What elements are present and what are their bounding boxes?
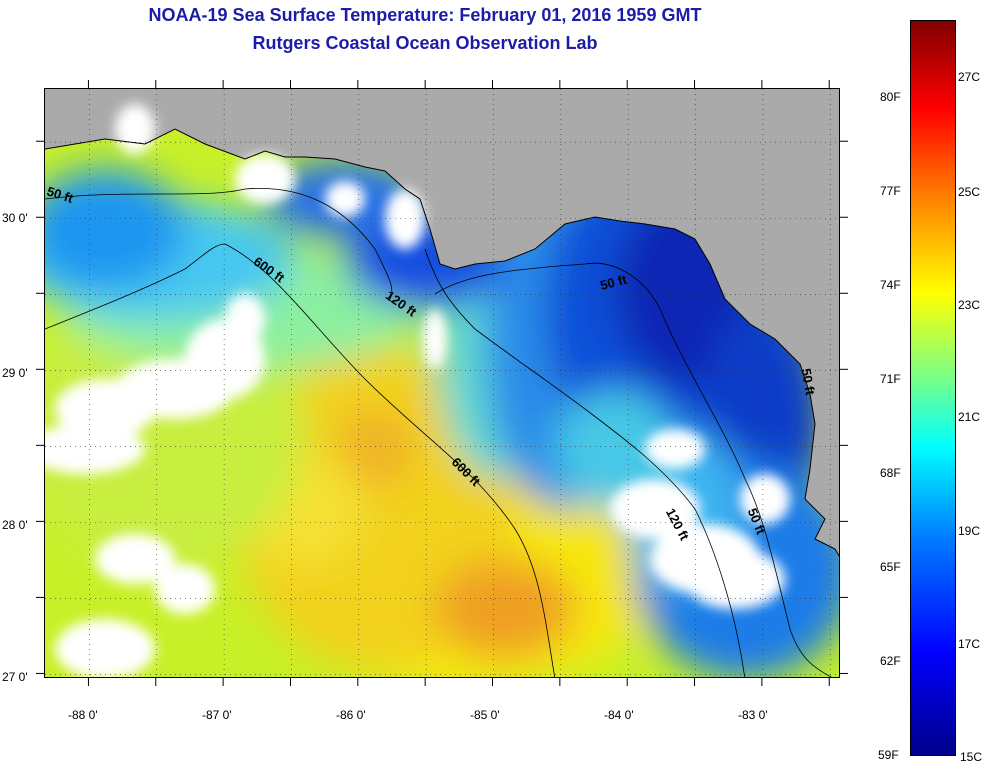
lon-label-86: -86 0' xyxy=(336,708,366,722)
map-subtitle: Rutgers Coastal Ocean Observation Lab xyxy=(252,33,598,53)
lon-label-88: -88 0' xyxy=(68,708,98,722)
contour-600ft xyxy=(45,243,556,677)
contour-label: 50 ft xyxy=(599,271,629,293)
cloud-cover xyxy=(45,104,790,677)
cb-f-59: 59F xyxy=(878,748,899,762)
lon-label-87: -87 0' xyxy=(202,708,232,722)
cb-f-77: 77F xyxy=(880,184,901,198)
contour-50ft-west xyxy=(45,187,393,300)
cb-c-21: 21C xyxy=(958,410,981,424)
coastline xyxy=(45,128,839,557)
lon-label-83: -83 0' xyxy=(738,708,768,722)
lat-label-27: 27 0' xyxy=(2,670,28,684)
colorbar-gradient xyxy=(911,21,955,755)
lon-label-84: -84 0' xyxy=(604,708,634,722)
lon-label-85: -85 0' xyxy=(470,708,500,722)
contour-120ft xyxy=(424,248,746,677)
cb-f-74: 74F xyxy=(880,278,901,292)
cb-f-68: 68F xyxy=(880,466,901,480)
graticule xyxy=(45,89,839,677)
contour-50ft-east xyxy=(434,262,833,677)
cb-c-25: 25C xyxy=(958,185,981,199)
cb-c-15: 15C xyxy=(960,750,983,764)
cb-c-27: 27C xyxy=(958,70,981,84)
contour-label: 50 ft xyxy=(799,367,819,397)
map-canvas: 50 ft 600 ft 120 ft 50 ft 600 ft 120 ft … xyxy=(45,89,839,677)
temperature-colorbar xyxy=(910,20,956,756)
lat-label-30: 30 0' xyxy=(2,211,28,225)
map-title: NOAA-19 Sea Surface Temperature: Februar… xyxy=(148,5,702,25)
cb-f-65: 65F xyxy=(880,560,901,574)
lat-label-29: 29 0' xyxy=(2,366,28,380)
cb-c-19: 19C xyxy=(958,524,981,538)
lat-label-28: 28 0' xyxy=(2,518,28,532)
cb-f-62: 62F xyxy=(880,654,901,668)
cb-f-80: 80F xyxy=(880,90,901,104)
bathymetry-contours xyxy=(45,187,833,677)
cb-f-71: 71F xyxy=(880,372,901,386)
cb-c-17: 17C xyxy=(958,637,981,651)
cb-c-23: 23C xyxy=(958,298,981,312)
sst-map: 50 ft 600 ft 120 ft 50 ft 600 ft 120 ft … xyxy=(44,88,840,678)
